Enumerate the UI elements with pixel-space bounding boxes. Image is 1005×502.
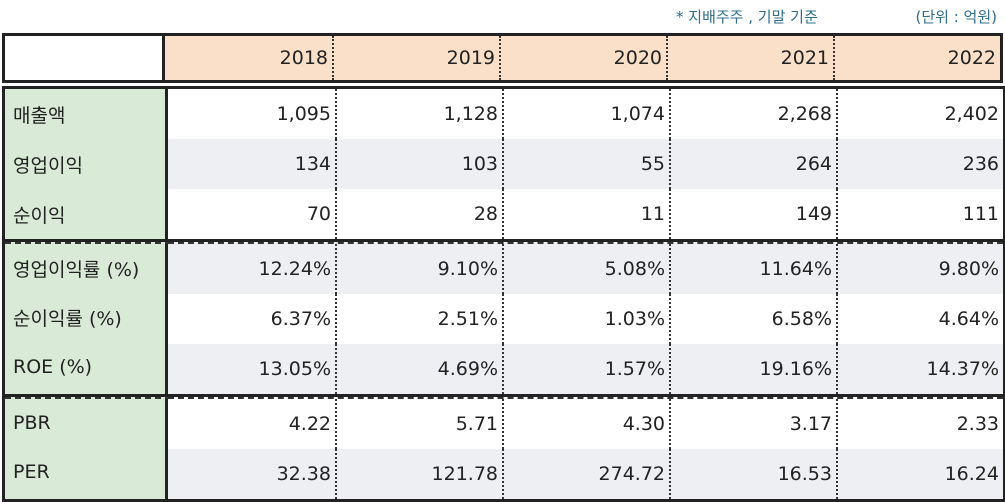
year-header: 2019 xyxy=(332,36,499,80)
value-cell: 16.24 xyxy=(836,449,1003,499)
value-cell: 1,095 xyxy=(276,103,331,125)
value-cell: 55 xyxy=(502,139,669,189)
year-header: 2022 xyxy=(833,36,1000,80)
value-cell: 121.78 xyxy=(335,449,502,499)
row-label: 순이익 xyxy=(13,204,66,227)
value-cell: 19.16% xyxy=(669,344,836,394)
table-row: 12.24% 9.10% 5.08% 11.64% 9.80% xyxy=(168,242,1003,294)
value-cell: 4.30 xyxy=(502,399,669,449)
value-cell: 111 xyxy=(836,189,1003,239)
value-cell: 16.53 xyxy=(669,449,836,499)
value-cell: 14.37% xyxy=(836,344,1003,394)
value-cell: 149 xyxy=(669,189,836,239)
value-cell: 1,128 xyxy=(335,89,502,139)
year-header: 2020 xyxy=(499,36,666,80)
value-cell: 274.72 xyxy=(502,449,669,499)
header-row: 2018 2019 2020 2021 2022 xyxy=(2,33,1003,83)
value-cell: 2,268 xyxy=(669,89,836,139)
table-row: 13.05% 4.69% 1.57% 19.16% 14.37% xyxy=(168,344,1003,394)
table-row: 32.38 121.78 274.72 16.53 16.24 xyxy=(168,449,1003,499)
value-cell: 2,402 xyxy=(836,89,1003,139)
value-cell: 32.38 xyxy=(276,463,331,485)
value-cell: 3.17 xyxy=(669,399,836,449)
value-cell: 4.22 xyxy=(288,413,331,435)
value-cell: 5.71 xyxy=(335,399,502,449)
value-cell: 1.57% xyxy=(502,344,669,394)
year-header: 2021 xyxy=(666,36,833,80)
value-cell: 11.64% xyxy=(669,244,836,294)
table-row: 1,095 1,128 1,074 2,268 2,402 xyxy=(168,89,1003,139)
value-cell: 1,074 xyxy=(502,89,669,139)
value-cell: 13.05% xyxy=(258,358,331,380)
row-label: 영업이익률 (%) xyxy=(5,242,171,292)
row-label: 순이익률 (%) xyxy=(13,307,122,330)
unit-note: (단위 : 억원) xyxy=(915,8,998,26)
value-cell: 6.58% xyxy=(669,294,836,344)
value-cell: 28 xyxy=(335,189,502,239)
value-cell: 4.69% xyxy=(335,344,502,394)
row-label: PER xyxy=(13,461,50,483)
value-cell: 6.37% xyxy=(270,308,331,330)
value-cell: 9.10% xyxy=(335,244,502,294)
row-label: 영업이익 xyxy=(13,154,83,177)
table-row: 70 28 11 149 111 xyxy=(168,189,1003,239)
value-cell: 103 xyxy=(335,139,502,189)
year-header: 2018 xyxy=(279,47,328,69)
row-label: ROE (%) xyxy=(13,356,93,378)
income-block: 매출액 영업이익 순이익 1,095 1,128 1,074 2,268 2,4… xyxy=(2,86,1005,242)
basis-note: * 지배주주 , 기말 기준 xyxy=(676,8,818,26)
value-cell: 1.03% xyxy=(502,294,669,344)
value-cell: 12.24% xyxy=(258,258,331,280)
value-cell: 5.08% xyxy=(502,244,669,294)
header-corner-cell xyxy=(2,33,165,83)
value-cell: 2.33 xyxy=(836,399,1003,449)
value-cell: 4.64% xyxy=(836,294,1003,344)
header-years: 2018 2019 2020 2021 2022 xyxy=(165,33,1003,83)
value-cell: 9.80% xyxy=(836,244,1003,294)
value-cell: 2.51% xyxy=(335,294,502,344)
row-label: 매출액 xyxy=(13,104,66,127)
table-row: 4.22 5.71 4.30 3.17 2.33 xyxy=(168,397,1003,449)
ratio-block: 영업이익률 (%) 순이익률 (%) ROE (%) 12.24% 9.10% … xyxy=(2,242,1005,397)
value-cell: 264 xyxy=(669,139,836,189)
financial-table: 2018 2019 2020 2021 2022 매출액 영업이익 순이익 1,… xyxy=(2,33,1005,502)
value-cell: 134 xyxy=(294,153,331,175)
table-row: 6.37% 2.51% 1.03% 6.58% 4.64% xyxy=(168,294,1003,344)
value-cell: 70 xyxy=(306,203,331,225)
value-cell: 236 xyxy=(836,139,1003,189)
value-cell: 11 xyxy=(502,189,669,239)
valuation-block: PBR PER 4.22 5.71 4.30 3.17 2.33 32.38 1… xyxy=(2,397,1005,502)
row-label: PBR xyxy=(5,397,171,447)
table-row: 134 103 55 264 236 xyxy=(168,139,1003,189)
